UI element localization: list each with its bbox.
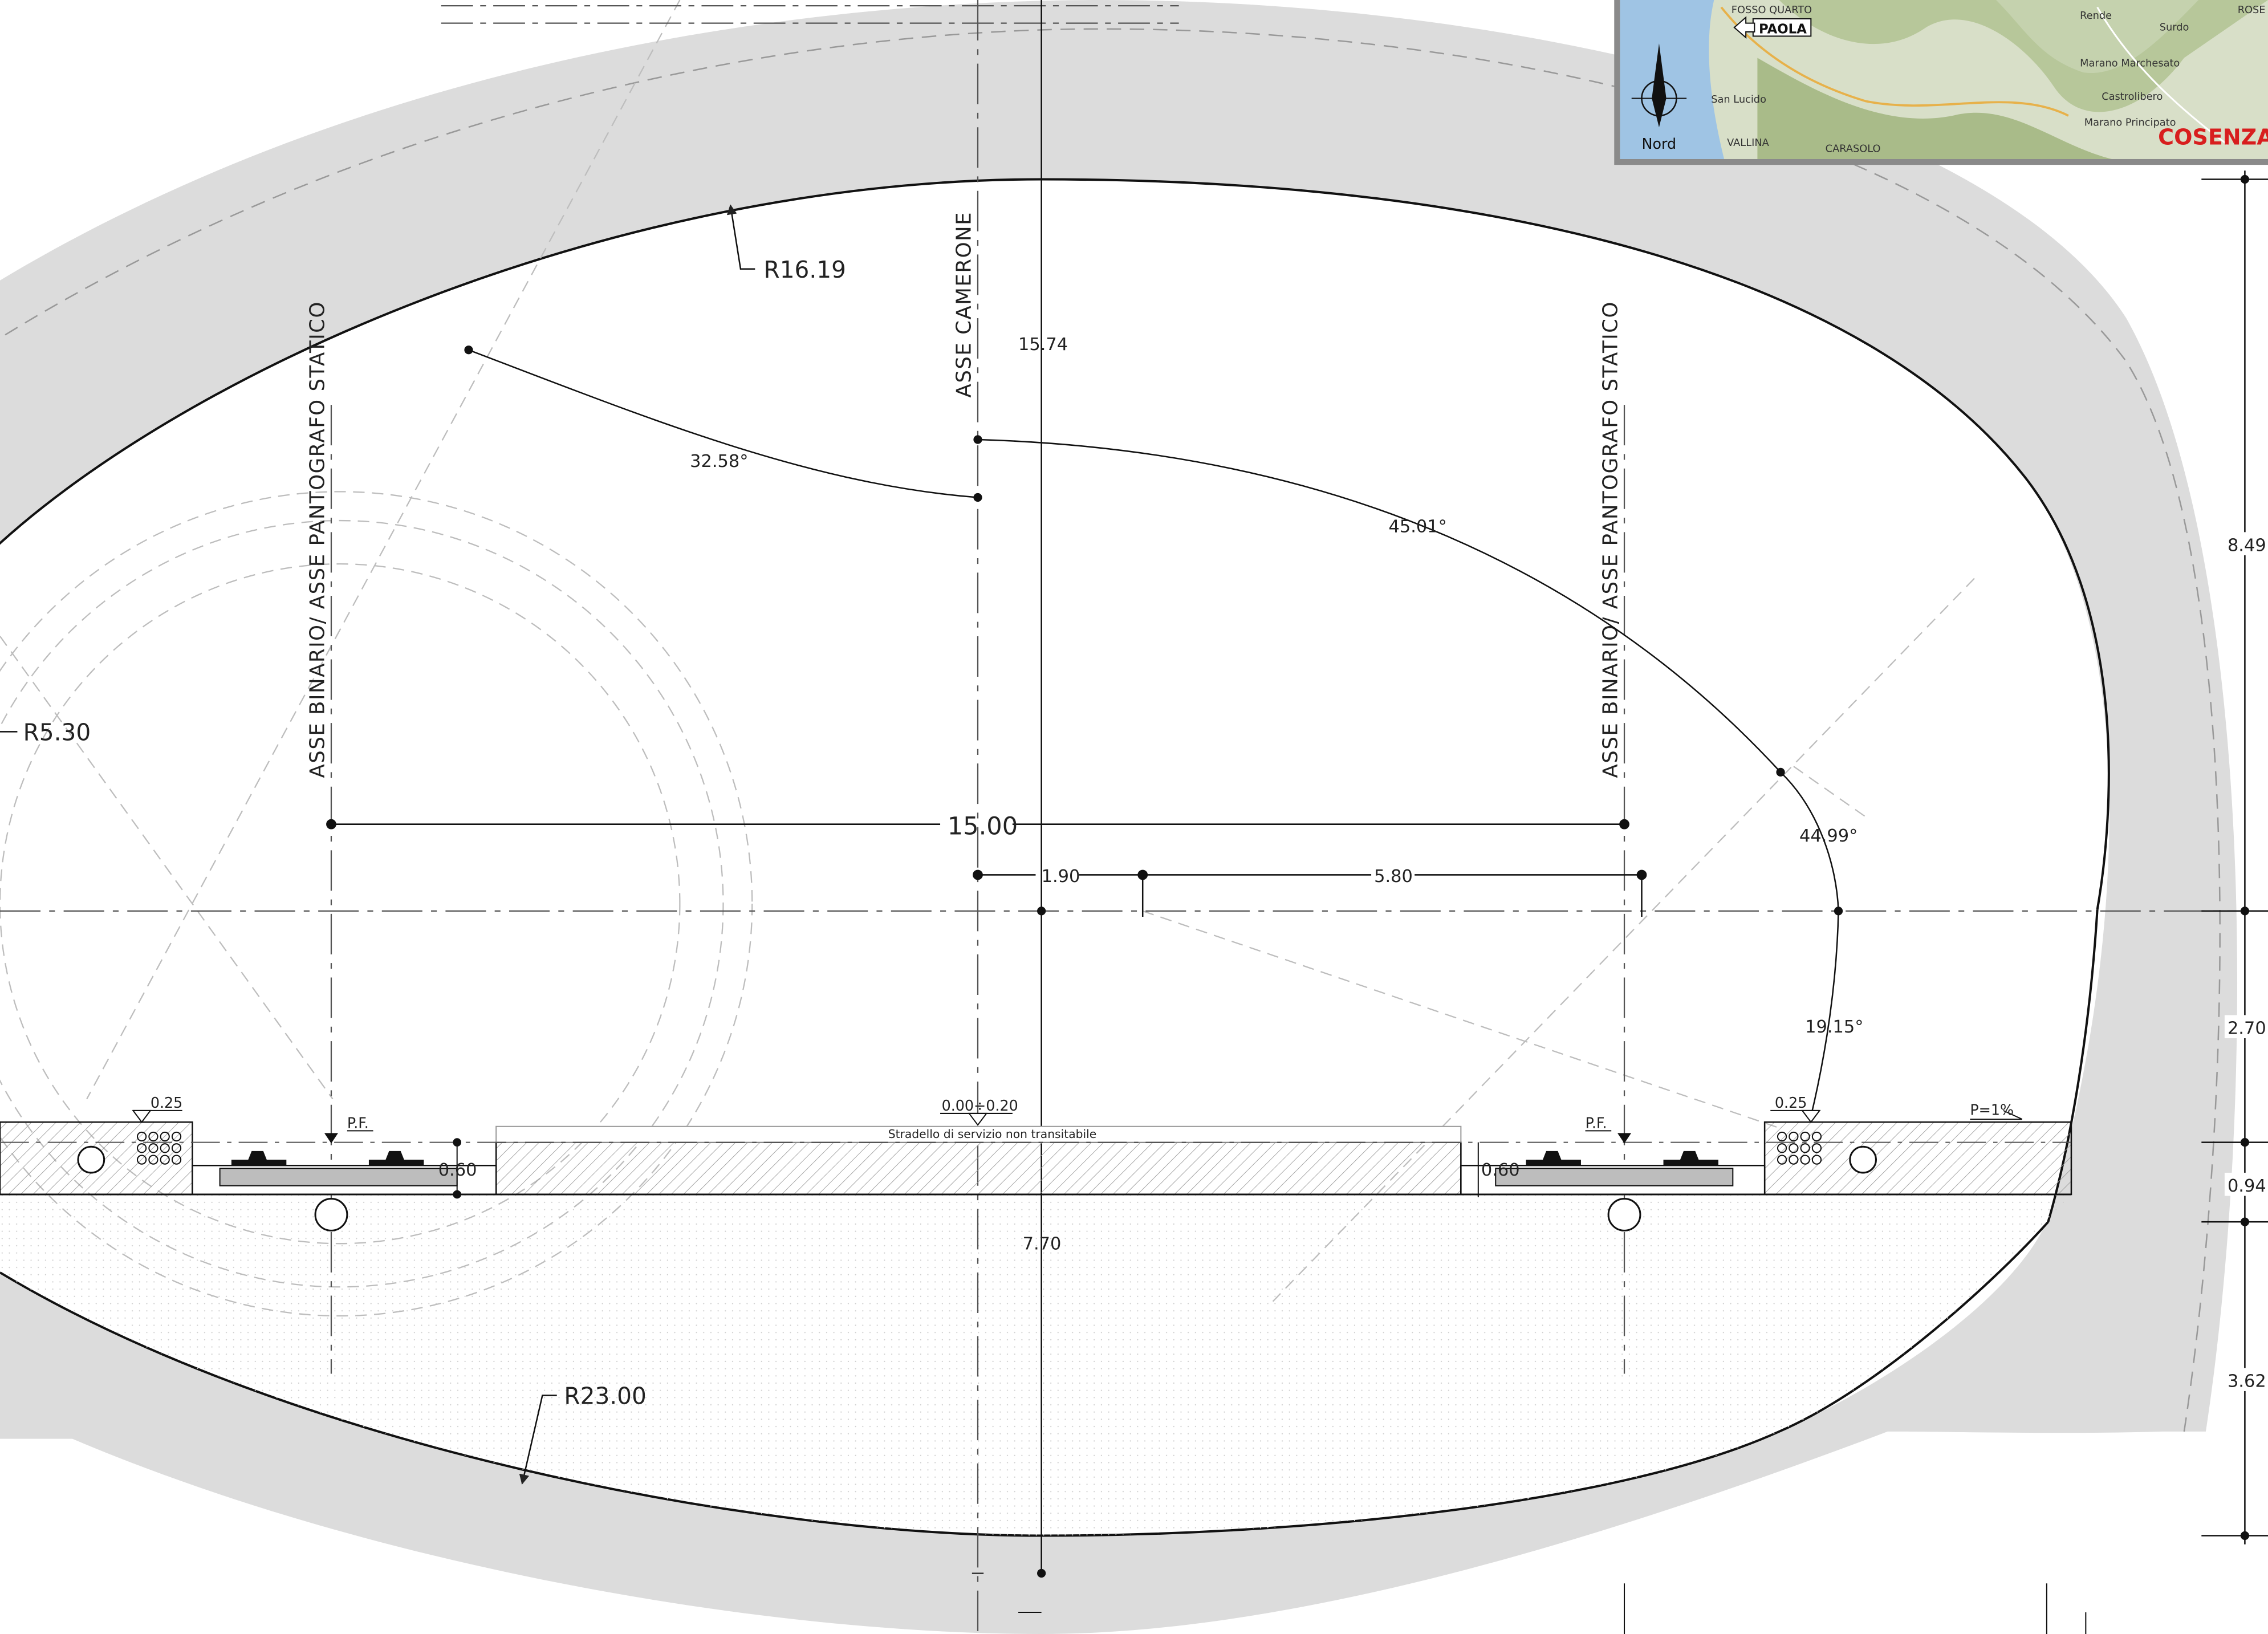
level-label: 0.00÷0.20 [942, 1097, 1018, 1114]
bottom-ticks [972, 1572, 2087, 1634]
sleeper-right-label: 0.60 [1481, 1160, 1520, 1180]
dim-right-849: 8.49 [2228, 535, 2266, 555]
dim-offset-1: 1.90 [1042, 867, 1080, 887]
drainage-pipes [77, 1145, 1877, 1231]
service-path-label: Stradello di servizio non transitabile [888, 1127, 1097, 1141]
sleeper-dims [453, 1138, 1479, 1199]
rails [231, 1151, 1718, 1166]
angle-label-4: 19.15° [1805, 1017, 1863, 1037]
dim-track-spacing: 15.00 [948, 812, 1018, 840]
track-bed [0, 1121, 2072, 1196]
map-place-surdo: Surdo [2160, 22, 2189, 33]
map-place-san-lucido: San Lucido [1711, 94, 1766, 105]
map-north-label: Nord [1641, 135, 1676, 152]
map-paola-label: PAOLA [1759, 22, 1807, 36]
dim-right-362: 3.62 [2228, 1371, 2266, 1391]
map-place-marano-principato: Marano Principato [2084, 117, 2176, 129]
map-place-castrolibero: Castrolibero [2102, 91, 2163, 103]
dim-height-upper: 15.74 [1018, 335, 1068, 355]
dim-right-270: 2.70 [2228, 1018, 2266, 1038]
asse-camerone-label: ASSE CAMERONE [952, 212, 976, 398]
radius-leaders [0, 204, 755, 1485]
angle-label-3: 44.99° [1799, 826, 1858, 846]
construction-lines [0, 0, 1975, 1316]
map-city-cosenza: COSENZA [2158, 125, 2268, 150]
map-place-rende: Rende [2080, 10, 2112, 22]
slope-label: P=1% [1970, 1101, 2014, 1118]
map-place-marano-marchesato: Marano Marchesato [2080, 58, 2180, 70]
map-place-fosso-quarto: FOSSO QUARTO [1732, 5, 1812, 16]
cable-ducts [136, 1131, 1822, 1165]
sleeper-left-label: 0.60 [438, 1160, 477, 1180]
right-dimension-chain [2201, 170, 2268, 1544]
asse-binario-right-label: ASSE BINARIO/ ASSE PANTOGRAFO STATICO [1599, 301, 1622, 778]
asse-binario-left-label: ASSE BINARIO/ ASSE PANTOGRAFO STATICO [306, 301, 329, 778]
angle-arcs [468, 349, 1839, 1117]
walkway-left-label: 0.25 [151, 1094, 182, 1111]
horizontal-dimensions [326, 819, 1647, 917]
radius-label-invert: R23.00 [564, 1383, 646, 1410]
right-dimension-labels [2224, 532, 2265, 1391]
map-place-vallina: VALLINA [1727, 137, 1769, 149]
walkway-right-label: 0.25 [1775, 1094, 1807, 1111]
angle-label-2: 45.01° [1389, 517, 1447, 536]
dim-height-lower: 7.70 [1023, 1234, 1062, 1254]
dim-offset-2: 5.80 [1374, 867, 1413, 887]
radius-label-crown: R16.19 [764, 256, 846, 283]
radius-label-side: R5.30 [23, 719, 91, 746]
pf-right-label: P.F. [1586, 1114, 1607, 1131]
angle-label-1: 32.58° [690, 452, 748, 471]
dim-right-094: 0.94 [2228, 1176, 2266, 1196]
location-map [1614, 0, 2268, 165]
map-place-rose: ROSE [2238, 5, 2266, 16]
map-place-carasolo: CARASOLO [1826, 143, 1881, 155]
pf-left-label: P.F. [347, 1114, 369, 1131]
level-markers [132, 1109, 2023, 1144]
